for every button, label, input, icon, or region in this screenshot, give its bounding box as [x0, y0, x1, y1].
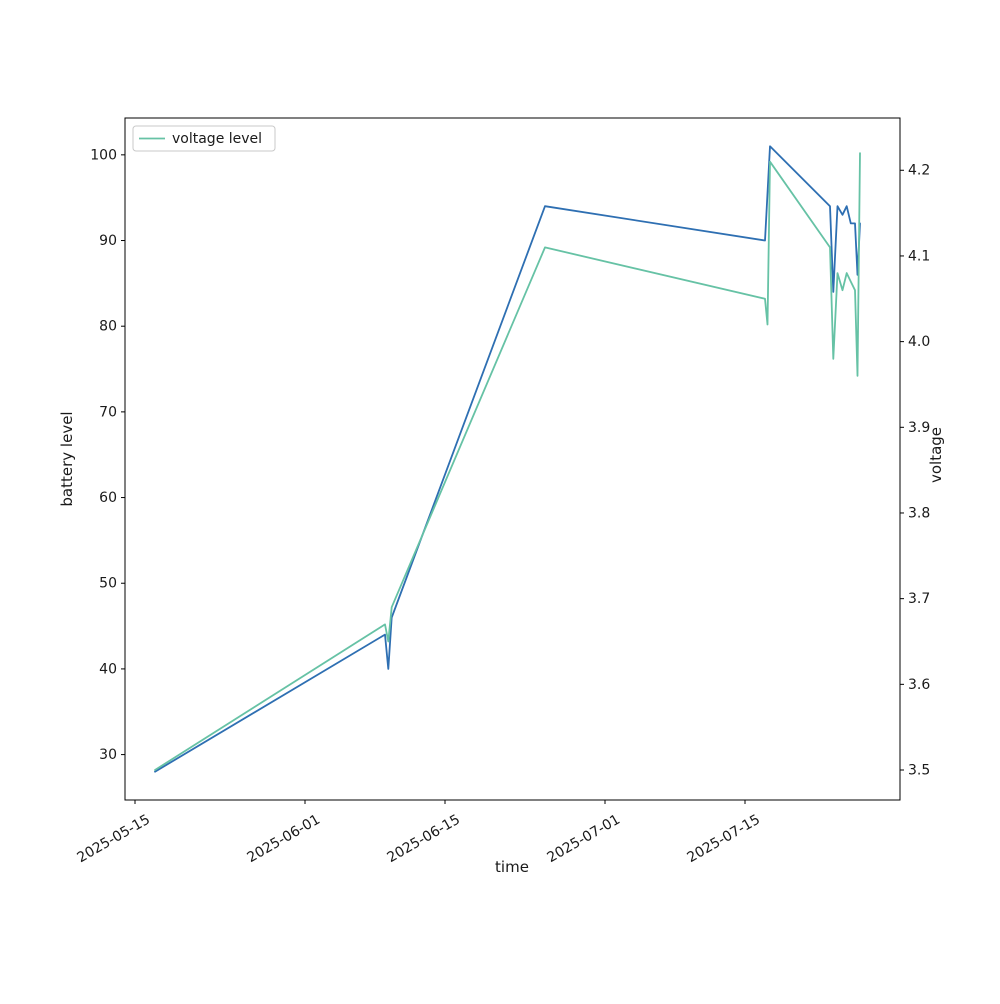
series-battery-level-line — [154, 145, 861, 773]
x-tick-label: 2025-05-15 — [75, 812, 153, 867]
x-tick-label: 2025-06-01 — [245, 812, 323, 867]
y-right-tick-label: 4.1 — [908, 248, 930, 264]
legend-frame — [132, 125, 276, 152]
y-left-tick-label: 80 — [99, 319, 117, 335]
legend: voltage level — [132, 125, 276, 152]
y-left-tick-label: 30 — [99, 747, 117, 763]
y-left-tick-label: 70 — [99, 404, 117, 420]
x-tick-label: 2025-07-01 — [545, 812, 623, 867]
series-voltage-level-line — [154, 152, 861, 771]
x-tick-label: 2025-07-15 — [685, 812, 763, 867]
y-right-tick-label: 4.0 — [908, 334, 930, 350]
chart-content: 30 40 50 60 70 80 90 100 3.5 3.6 3.7 3.8 3.9 4.0 4.1 4.… — [75, 145, 930, 867]
plot-area — [124, 117, 901, 801]
y-right-tick-label: 3.6 — [908, 677, 930, 693]
y-left-tick-label: 40 — [99, 661, 117, 677]
y-right-tick-label: 3.5 — [908, 762, 930, 778]
y-axis-label-left: battery level — [58, 411, 76, 506]
y-right-tick-label: 3.7 — [908, 591, 930, 607]
y-left-tick-label: 60 — [99, 490, 117, 506]
x-tick-label: 2025-06-15 — [385, 812, 463, 867]
y-left-tick-label: 100 — [90, 147, 117, 163]
y-left-tick-label: 90 — [99, 233, 117, 249]
y-right-tick-label: 3.9 — [908, 420, 930, 436]
y-left-tick-label: 50 — [99, 576, 117, 592]
x-axis-label: time — [495, 858, 529, 876]
y-right-tick-label: 3.8 — [908, 505, 930, 521]
legend-label: voltage level — [172, 131, 262, 147]
y-axis-label-right: voltage — [927, 427, 945, 483]
y-right-tick-label: 4.2 — [908, 163, 930, 179]
